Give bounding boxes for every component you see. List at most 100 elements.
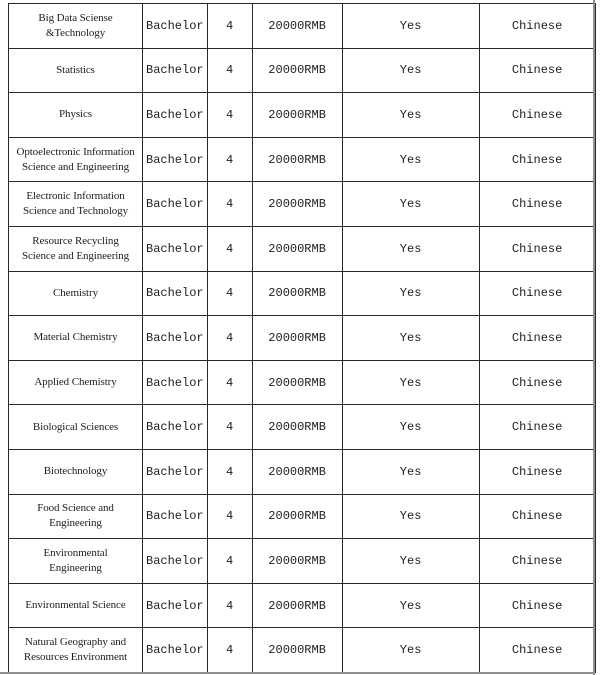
program-cell: Applied Chemistry	[8, 359, 143, 406]
degree-cell: Bachelor	[142, 92, 208, 138]
table-row: Statistics Bachelor 4 20000RMB Yes Chine…	[8, 47, 596, 94]
tuition-cell: 20000RMB	[251, 359, 343, 406]
duration-cell: 4	[206, 404, 253, 450]
language-cell: Chinese	[478, 404, 596, 450]
language-cell: Chinese	[478, 136, 596, 183]
program-cell: Biological Sciences	[8, 404, 143, 450]
duration-cell: 4	[206, 315, 253, 361]
degree-cell: Bachelor	[142, 47, 208, 94]
table-row: Biological Sciences Bachelor 4 20000RMB …	[8, 404, 596, 450]
scholarship-cell: Yes	[341, 270, 480, 317]
duration-cell: 4	[206, 359, 253, 406]
language-cell: Chinese	[478, 3, 596, 49]
table-row: Optoelectronic Information Science and E…	[8, 136, 596, 183]
tuition-cell: 20000RMB	[251, 315, 343, 361]
language-cell: Chinese	[478, 315, 596, 361]
table-row: Environmental Science Bachelor 4 20000RM…	[8, 582, 596, 629]
program-cell: Natural Geography and Resources Environm…	[8, 627, 143, 673]
degree-cell: Bachelor	[142, 538, 208, 584]
scholarship-cell: Yes	[341, 448, 480, 495]
tuition-cell: 20000RMB	[251, 270, 343, 317]
scholarship-cell: Yes	[341, 181, 480, 227]
duration-cell: 4	[206, 493, 253, 540]
duration-cell: 4	[206, 92, 253, 138]
table-row: Resource Recycling Science and Engineeri…	[8, 225, 596, 272]
degree-cell: Bachelor	[142, 181, 208, 227]
degree-cell: Bachelor	[142, 493, 208, 540]
tuition-cell: 20000RMB	[251, 225, 343, 272]
window-right-edge	[593, 0, 595, 675]
duration-cell: 4	[206, 582, 253, 629]
tuition-cell: 20000RMB	[251, 404, 343, 450]
duration-cell: 4	[206, 225, 253, 272]
degree-cell: Bachelor	[142, 582, 208, 629]
table-row: Applied Chemistry Bachelor 4 20000RMB Ye…	[8, 359, 596, 406]
window-bottom-edge	[0, 672, 595, 674]
duration-cell: 4	[206, 538, 253, 584]
table-row: Electronic Information Science and Techn…	[8, 181, 596, 227]
degree-cell: Bachelor	[142, 448, 208, 495]
program-cell: Food Science and Engineering	[8, 493, 143, 540]
duration-cell: 4	[206, 3, 253, 49]
tuition-cell: 20000RMB	[251, 47, 343, 94]
tuition-cell: 20000RMB	[251, 92, 343, 138]
language-cell: Chinese	[478, 47, 596, 94]
program-cell: Resource Recycling Science and Engineeri…	[8, 225, 143, 272]
degree-cell: Bachelor	[142, 315, 208, 361]
table-row: Environmental Engineering Bachelor 4 200…	[8, 538, 596, 584]
duration-cell: 4	[206, 270, 253, 317]
program-cell: Big Data Sciense &Technology	[8, 3, 143, 49]
scholarship-cell: Yes	[341, 3, 480, 49]
duration-cell: 4	[206, 181, 253, 227]
table-row: Natural Geography and Resources Environm…	[8, 627, 596, 673]
tuition-cell: 20000RMB	[251, 448, 343, 495]
scholarship-cell: Yes	[341, 538, 480, 584]
language-cell: Chinese	[478, 582, 596, 629]
duration-cell: 4	[206, 448, 253, 495]
program-cell: Biotechnology	[8, 448, 143, 495]
program-cell: Physics	[8, 92, 143, 138]
scholarship-cell: Yes	[341, 136, 480, 183]
tuition-cell: 20000RMB	[251, 538, 343, 584]
scholarship-cell: Yes	[341, 627, 480, 673]
table-row: Big Data Sciense &Technology Bachelor 4 …	[8, 3, 596, 49]
language-cell: Chinese	[478, 225, 596, 272]
degree-cell: Bachelor	[142, 359, 208, 406]
language-cell: Chinese	[478, 493, 596, 540]
program-cell: Chemistry	[8, 270, 143, 317]
language-cell: Chinese	[478, 448, 596, 495]
program-cell: Environmental Science	[8, 582, 143, 629]
scholarship-cell: Yes	[341, 493, 480, 540]
table-row: Material Chemistry Bachelor 4 20000RMB Y…	[8, 315, 596, 361]
scholarship-cell: Yes	[341, 315, 480, 361]
scholarship-cell: Yes	[341, 92, 480, 138]
program-cell: Statistics	[8, 47, 143, 94]
scholarship-cell: Yes	[341, 225, 480, 272]
table-row: Chemistry Bachelor 4 20000RMB Yes Chines…	[8, 270, 596, 317]
programs-table-container: Big Data Sciense &Technology Bachelor 4 …	[8, 3, 596, 673]
duration-cell: 4	[206, 136, 253, 183]
scholarship-cell: Yes	[341, 47, 480, 94]
tuition-cell: 20000RMB	[251, 493, 343, 540]
programs-table: Big Data Sciense &Technology Bachelor 4 …	[8, 3, 596, 673]
tuition-cell: 20000RMB	[251, 3, 343, 49]
tuition-cell: 20000RMB	[251, 582, 343, 629]
tuition-cell: 20000RMB	[251, 627, 343, 673]
language-cell: Chinese	[478, 627, 596, 673]
language-cell: Chinese	[478, 538, 596, 584]
degree-cell: Bachelor	[142, 136, 208, 183]
program-cell: Electronic Information Science and Techn…	[8, 181, 143, 227]
language-cell: Chinese	[478, 92, 596, 138]
table-row: Food Science and Engineering Bachelor 4 …	[8, 493, 596, 540]
program-cell: Environmental Engineering	[8, 538, 143, 584]
language-cell: Chinese	[478, 270, 596, 317]
language-cell: Chinese	[478, 181, 596, 227]
scholarship-cell: Yes	[341, 359, 480, 406]
duration-cell: 4	[206, 627, 253, 673]
degree-cell: Bachelor	[142, 225, 208, 272]
scholarship-cell: Yes	[341, 404, 480, 450]
degree-cell: Bachelor	[142, 3, 208, 49]
degree-cell: Bachelor	[142, 404, 208, 450]
program-cell: Material Chemistry	[8, 315, 143, 361]
degree-cell: Bachelor	[142, 627, 208, 673]
